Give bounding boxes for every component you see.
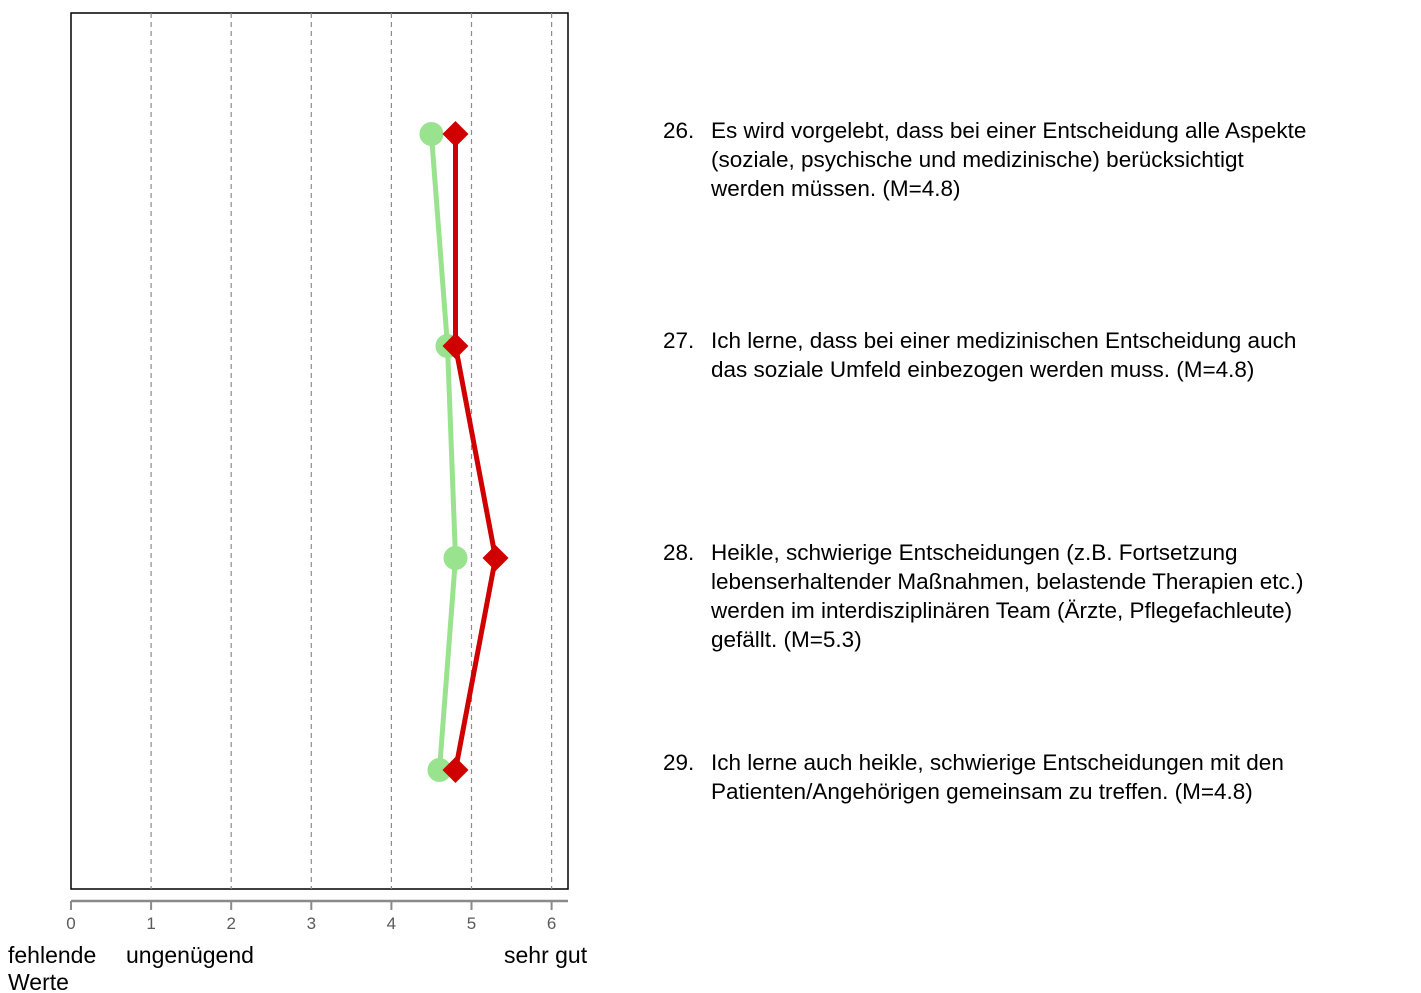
scale-label-insufficient: ungenügend xyxy=(126,942,254,968)
series-2-point xyxy=(482,545,509,571)
item-27: 27. Ich lerne, dass bei einer medizinisc… xyxy=(663,326,1421,384)
series-2-point xyxy=(442,333,469,359)
item-29-text: Ich lerne auch heikle, schwierige Entsch… xyxy=(711,750,1284,804)
series-line-2 xyxy=(453,131,498,773)
series-1-point xyxy=(427,758,452,782)
item-29-number: 29. xyxy=(663,750,695,775)
item-29: 29. Ich lerne auch heikle, schwierige En… xyxy=(663,748,1421,806)
series-line-1 xyxy=(428,131,458,773)
plot-frame xyxy=(70,12,569,890)
item-26-text: Es wird vorgelebt, dass bei einer Entsch… xyxy=(711,118,1307,201)
x-axis-ticks: 0 1 2 3 4 5 6 xyxy=(66,901,556,933)
item-26-number: 26. xyxy=(663,118,695,143)
scale-label-missing-line2: Werte xyxy=(8,969,69,993)
x-tick-label: 5 xyxy=(467,914,476,933)
series-1-point xyxy=(443,546,468,570)
item-27-number: 27. xyxy=(663,328,695,353)
item-28: 28. Heikle, schwierige Entscheidungen (z… xyxy=(663,538,1421,654)
series-layer xyxy=(419,121,509,783)
x-tick-label: 6 xyxy=(547,914,556,933)
scale-label-missing: fehlende xyxy=(8,942,96,968)
x-tick-label: 1 xyxy=(146,914,155,933)
item-28-number: 28. xyxy=(663,540,695,565)
x-tick-label: 2 xyxy=(226,914,235,933)
series-2-point xyxy=(442,121,469,147)
series-1-point xyxy=(419,122,444,146)
x-tick-label: 0 xyxy=(66,914,75,933)
series-2-point xyxy=(442,757,469,783)
x-tick-label: 4 xyxy=(387,914,396,933)
scale-label-very-good: sehr gut xyxy=(504,942,588,968)
grid-lines xyxy=(150,13,553,889)
item-28-text: Heikle, schwierige Entscheidungen (z.B. … xyxy=(711,540,1304,652)
item-26: 26. Es wird vorgelebt, dass bei einer En… xyxy=(663,116,1421,203)
item-27-text: Ich lerne, dass bei einer medizinischen … xyxy=(711,328,1297,382)
x-tick-label: 3 xyxy=(307,914,316,933)
